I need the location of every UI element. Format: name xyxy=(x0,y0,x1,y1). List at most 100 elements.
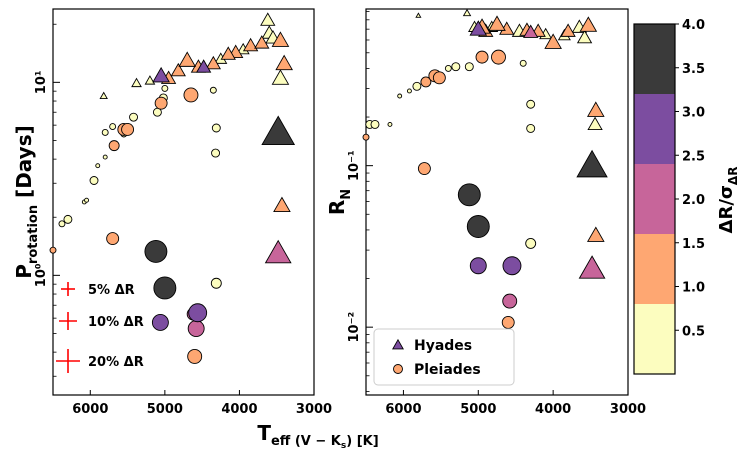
left-points xyxy=(49,12,296,364)
right-x-tick-label: 4000 xyxy=(535,402,571,417)
legend-label: Pleiades xyxy=(414,362,481,378)
left-triangle-point xyxy=(271,69,290,85)
left-plot-frame xyxy=(52,8,315,396)
right-triangle-point xyxy=(523,24,539,38)
left-circle-point xyxy=(211,148,221,158)
right-y-label: RN xyxy=(325,189,354,215)
right-circle-point xyxy=(457,183,481,207)
right-circle-point xyxy=(444,64,452,72)
right-circle-point xyxy=(525,237,537,249)
right-circle-point xyxy=(406,88,412,94)
left-circle-point xyxy=(187,348,203,364)
left-circle-point xyxy=(49,246,57,254)
left-triangle-point xyxy=(131,77,142,88)
left-panel: 6000 5000 4000 3000 10⁰ 10¹ 5% ΔR 10% ΔR 20% ΔR… xyxy=(12,8,332,417)
legend-box xyxy=(373,328,515,386)
left-triangle-point xyxy=(273,196,291,213)
colorbar-tick-label: 2.0 xyxy=(682,193,705,208)
right-circle-point xyxy=(387,121,393,127)
left-y-tick-label: 10⁰ xyxy=(34,263,49,287)
left-circle-point xyxy=(183,87,199,103)
colorbar-label: ΔR/σΔR xyxy=(716,167,740,234)
right-circle-point xyxy=(475,50,489,64)
right-circle-point xyxy=(502,256,522,276)
left-circle-point xyxy=(108,140,120,152)
legend-label: Hyades xyxy=(414,338,472,354)
left-circle-point xyxy=(151,314,169,331)
left-triangle-point xyxy=(261,115,296,145)
left-triangle-point xyxy=(99,91,108,99)
left-y-label: Protation [Days] xyxy=(12,125,41,279)
right-circle-point xyxy=(469,257,487,275)
left-circle-point xyxy=(188,303,208,323)
left-triangle-point xyxy=(170,62,186,77)
right-circle-point xyxy=(451,62,461,72)
left-circle-point xyxy=(144,239,168,263)
left-circle-point xyxy=(211,123,221,133)
colorbar-tick-label: 3.5 xyxy=(682,62,705,77)
colorbar-bin xyxy=(634,94,675,164)
legend: Hyades Pleiades xyxy=(373,328,515,386)
left-triangle-point xyxy=(271,31,290,47)
right-triangle-point xyxy=(579,16,598,32)
right-circle-point xyxy=(397,93,403,99)
colorbar-bin xyxy=(634,304,675,374)
left-x-tick-label: 3000 xyxy=(296,402,332,417)
colorbar: 0.5 1.0 1.5 2.0 2.5 3.0 3.5 4.0 ΔR/σΔR xyxy=(633,18,740,375)
right-triangle-point xyxy=(488,15,506,31)
right-triangle-point xyxy=(560,23,576,37)
left-circle-point xyxy=(210,277,222,289)
right-plot-frame xyxy=(365,8,629,396)
legend-marker-triangle xyxy=(392,338,404,350)
left-circle-point xyxy=(89,176,99,185)
left-triangle-point xyxy=(260,12,276,26)
colorbar-tick-label: 0.5 xyxy=(682,324,705,339)
right-triangle-point xyxy=(544,33,562,49)
right-x-tick-label: 3000 xyxy=(610,402,646,417)
right-x-tick-label: 5000 xyxy=(460,402,496,417)
right-triangle-point xyxy=(587,116,603,131)
right-triangle-point xyxy=(586,226,605,242)
colorbar-tick-label: 4.0 xyxy=(682,18,705,33)
right-circle-point xyxy=(464,62,474,72)
left-x-tick-label: 4000 xyxy=(221,402,257,417)
right-ticks: 6000 5000 4000 3000 10⁻² 10⁻¹ xyxy=(347,11,646,417)
right-circle-point xyxy=(491,49,506,65)
right-panel: 6000 5000 4000 3000 10⁻² 10⁻¹ RN Hyades Pleiad… xyxy=(325,8,646,417)
left-circle-point xyxy=(161,84,169,92)
left-circle-point xyxy=(102,154,108,160)
left-circle-point xyxy=(129,112,138,122)
right-circle-point xyxy=(501,315,515,329)
left-triangle-point xyxy=(264,239,292,264)
left-circle-point xyxy=(187,320,205,338)
left-circle-point xyxy=(154,96,168,110)
colorbar-tick-label: 2.5 xyxy=(682,149,705,164)
right-circle-point xyxy=(466,215,490,238)
left-x-tick-label: 6000 xyxy=(72,402,108,417)
colorbar-tick-label: 3.0 xyxy=(682,106,705,121)
left-circle-point xyxy=(109,123,117,131)
left-triangle-point xyxy=(178,51,197,67)
left-ticks: 6000 5000 4000 3000 10⁰ 10¹ xyxy=(34,23,332,417)
left-x-tick-label: 5000 xyxy=(147,402,183,417)
right-circle-point xyxy=(412,81,422,91)
left-y-tick-label: 10¹ xyxy=(34,70,49,94)
left-triangle-point xyxy=(144,75,156,85)
left-triangle-point xyxy=(152,66,170,83)
right-circle-point xyxy=(417,162,431,175)
right-y-tick-label: 10⁻² xyxy=(347,312,362,343)
left-circle-point xyxy=(84,197,90,203)
left-triangle-point xyxy=(195,59,212,73)
right-circle-point xyxy=(432,71,446,85)
right-triangle-point xyxy=(576,29,593,44)
left-triangle-point xyxy=(275,54,293,71)
left-triangle-point xyxy=(242,37,259,52)
right-circle-point xyxy=(502,293,518,309)
right-triangle-point xyxy=(586,101,605,117)
left-circle-point xyxy=(121,123,135,136)
right-triangle-point xyxy=(576,149,608,178)
right-circle-point xyxy=(526,123,536,133)
right-circle-point xyxy=(370,119,380,129)
size-annotation-label: 5% ΔR xyxy=(88,283,135,298)
x-axis-label: Teff (V − Ks) [K] xyxy=(257,421,378,451)
